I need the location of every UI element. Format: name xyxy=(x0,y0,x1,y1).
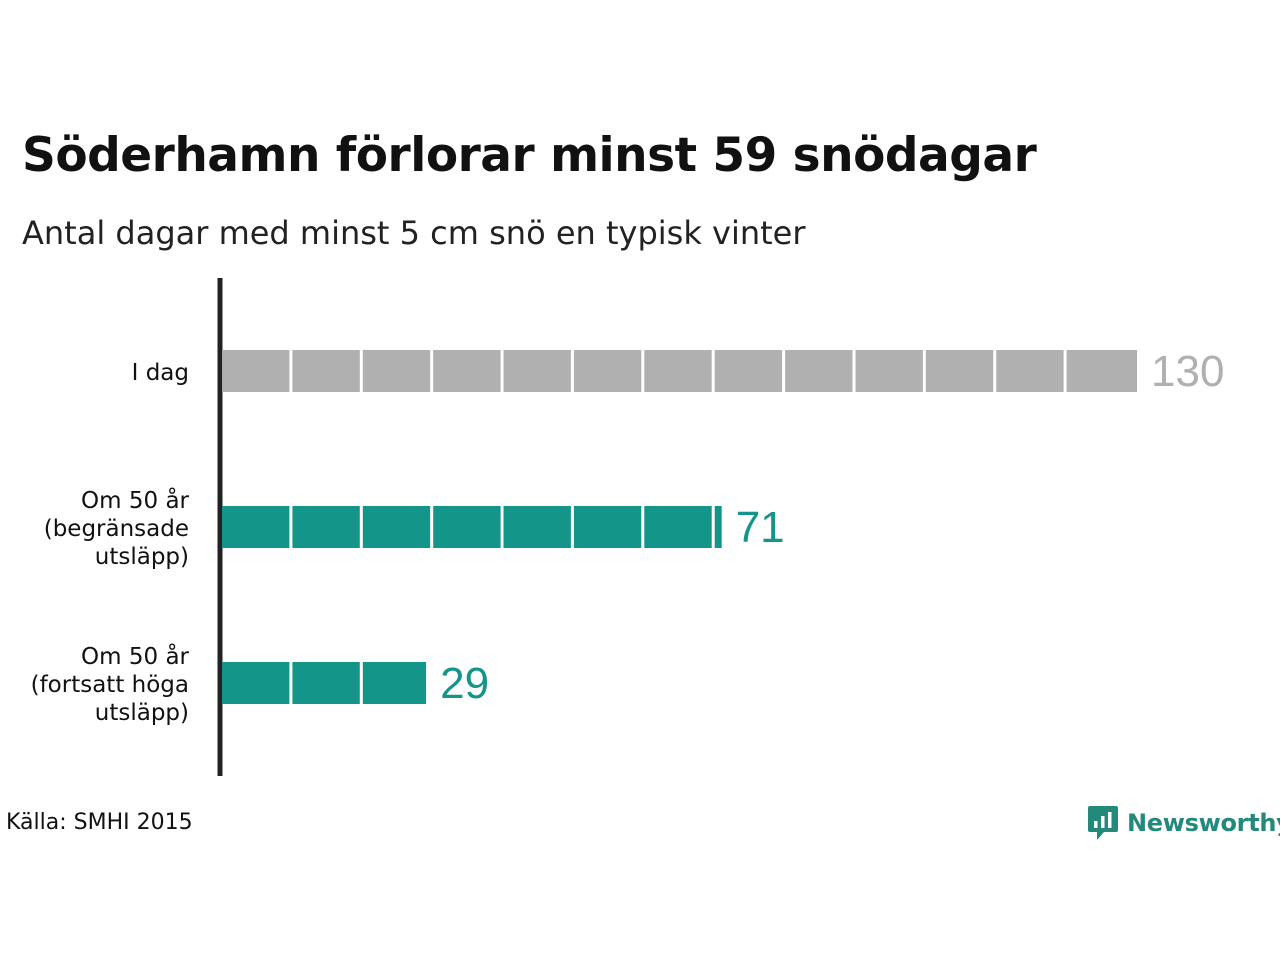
bar-segment xyxy=(222,662,290,704)
bar-segment xyxy=(362,506,431,548)
bar-group-0 xyxy=(222,350,1137,392)
bar-group-1 xyxy=(222,506,722,548)
category-label-line: (fortsatt höga xyxy=(31,672,189,698)
bar-segment xyxy=(362,662,427,704)
bar-segment xyxy=(222,506,290,548)
category-label-line: Om 50 år xyxy=(81,486,189,514)
category-label-line: (begränsade xyxy=(44,516,189,542)
value-label: 29 xyxy=(440,659,489,708)
source-note: Källa: SMHI 2015 xyxy=(6,810,193,835)
value-label: 130 xyxy=(1151,347,1224,396)
newsworthy-logo-icon xyxy=(1088,806,1118,840)
category-label: Om 50 år (begränsade utsläpp) xyxy=(44,486,190,570)
category-label-line: utsläpp) xyxy=(95,700,189,726)
category-label-line: Om 50 år xyxy=(81,642,189,670)
bar-segment xyxy=(573,506,642,548)
bar-segment xyxy=(573,350,642,392)
bar-segment xyxy=(292,662,360,704)
category-label: Om 50 år (fortsatt höga utsläpp) xyxy=(31,642,190,726)
brand-name: Newsworthy xyxy=(1127,809,1280,837)
category-label-line: I dag xyxy=(132,360,189,386)
bar-segment xyxy=(503,350,571,392)
category-label: I dag xyxy=(132,360,189,386)
bar-segment xyxy=(433,506,501,548)
chart-subtitle: Antal dagar med minst 5 cm snö en typisk… xyxy=(22,214,806,252)
category-label-line: utsläpp) xyxy=(95,544,189,570)
bar-segment xyxy=(644,350,712,392)
brand-logo: Newsworthy xyxy=(1087,803,1280,843)
bar-segment xyxy=(503,506,571,548)
bar-segment xyxy=(292,350,360,392)
bar-segment xyxy=(433,350,501,392)
bar-segment xyxy=(644,506,712,548)
bar-segment xyxy=(292,506,360,548)
value-label: 71 xyxy=(736,503,785,552)
bar-segment xyxy=(714,350,783,392)
bar-segment xyxy=(714,506,722,548)
bar-group-2 xyxy=(222,662,427,704)
chart-title: Söderhamn förlorar minst 59 snödagar xyxy=(22,128,1037,183)
bar-segment xyxy=(1066,350,1137,392)
bar-segment xyxy=(362,350,431,392)
bar-segment xyxy=(996,350,1064,392)
bar-segment xyxy=(855,350,923,392)
bar-segment xyxy=(925,350,994,392)
bar-segment xyxy=(785,350,853,392)
bar-segment xyxy=(222,350,290,392)
